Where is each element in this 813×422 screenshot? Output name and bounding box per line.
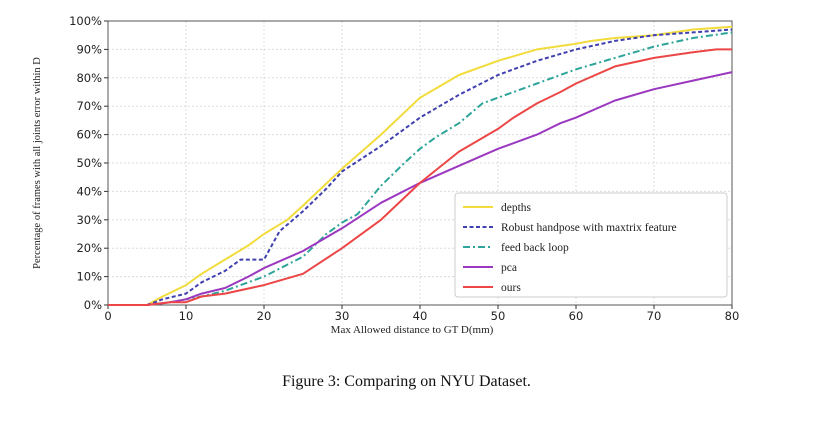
x-tick-label: 60	[569, 309, 584, 323]
legend-label-2: feed back loop	[501, 242, 569, 254]
y-tick-label: 30%	[76, 213, 102, 227]
x-tick-label: 0	[104, 309, 111, 323]
y-axis-label: Percentage of frames with all joints err…	[32, 57, 43, 269]
y-tick-label: 60%	[76, 128, 102, 142]
legend-label-4: ours	[501, 282, 521, 294]
series-line-1	[108, 28, 733, 306]
legend-label-0: depths	[501, 202, 532, 214]
x-tick-label: 40	[413, 309, 428, 323]
x-tick-label: 70	[647, 309, 662, 323]
x-tick-label: 80	[725, 309, 740, 323]
y-tick-label: 80%	[76, 71, 102, 85]
x-tick-label: 50	[491, 309, 506, 323]
figure-caption: Figure 3: Comparing on NYU Dataset.	[282, 373, 531, 390]
legend-box	[454, 192, 728, 298]
x-axis-label: Max Allowed distance to GT D(mm)	[331, 324, 494, 336]
x-tick-label: 20	[257, 309, 272, 323]
y-tick-label: 0%	[84, 298, 102, 312]
chart: 0 10 20 30 40 50 60 70 80 0% 10% 20% 30% 40% 50% 60% 70%…	[32, 14, 740, 336]
y-tick-label: 40%	[76, 184, 102, 198]
legend-label-3: pca	[501, 262, 517, 274]
series-line-0	[108, 25, 733, 306]
y-tick-label: 10%	[76, 270, 102, 284]
line-chart: 0 10 20 30 40 50 60 70 80 0% 10% 20% 30% 40% 50% 60% 70%…	[32, 14, 740, 336]
series-line-3	[108, 71, 733, 306]
x-tick-label: 30	[335, 309, 350, 323]
y-tick-label: 90%	[76, 42, 102, 56]
x-tick-label: 10	[179, 309, 194, 323]
legend-label-1: Robust handpose with maxtrix feature	[501, 222, 677, 234]
y-tick-label: 100%	[69, 14, 102, 28]
y-tick-label: 50%	[76, 156, 102, 170]
series-line-4	[108, 48, 732, 306]
y-tick-label: 70%	[76, 99, 102, 113]
y-tick-label: 20%	[76, 241, 102, 255]
